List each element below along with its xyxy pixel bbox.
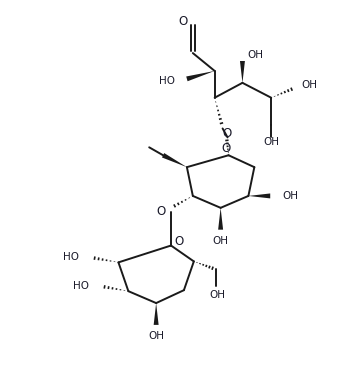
Text: HO: HO [63, 252, 79, 263]
Text: OH: OH [213, 236, 229, 246]
Text: HO: HO [73, 281, 89, 291]
Text: O: O [174, 235, 184, 248]
Text: HO: HO [159, 76, 175, 86]
Polygon shape [248, 193, 270, 199]
Text: OH: OH [247, 50, 263, 60]
Polygon shape [162, 153, 187, 167]
Text: OH: OH [282, 191, 298, 201]
Text: OH: OH [148, 331, 164, 341]
Polygon shape [240, 61, 245, 83]
Text: O: O [156, 205, 166, 218]
Polygon shape [154, 303, 159, 325]
Text: O: O [178, 15, 187, 28]
Polygon shape [186, 71, 215, 81]
Text: OH: OH [301, 80, 317, 90]
Text: O: O [221, 142, 230, 155]
Polygon shape [218, 208, 223, 230]
Text: OH: OH [210, 290, 226, 300]
Text: O: O [222, 127, 231, 140]
Text: OH: OH [263, 137, 279, 147]
